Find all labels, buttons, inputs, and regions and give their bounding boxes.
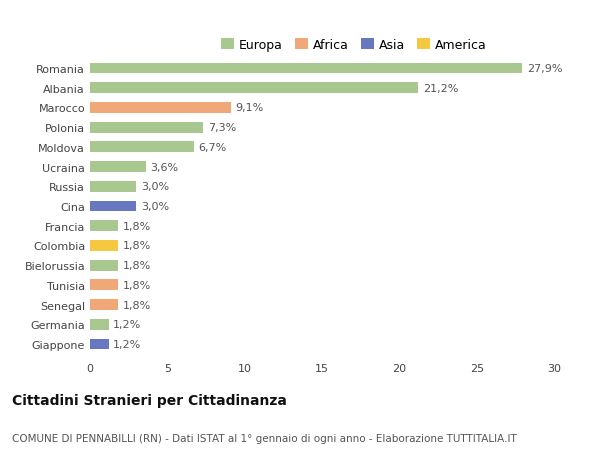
Text: 1,8%: 1,8% — [122, 300, 151, 310]
Bar — [90, 280, 118, 291]
Bar — [90, 300, 118, 310]
Bar — [90, 103, 231, 113]
Bar — [90, 339, 109, 350]
Text: COMUNE DI PENNABILLI (RN) - Dati ISTAT al 1° gennaio di ogni anno - Elaborazione: COMUNE DI PENNABILLI (RN) - Dati ISTAT a… — [12, 433, 517, 442]
Bar — [90, 123, 203, 133]
Text: 1,8%: 1,8% — [122, 280, 151, 290]
Bar — [90, 221, 118, 232]
Text: 6,7%: 6,7% — [199, 143, 227, 152]
Text: 1,2%: 1,2% — [113, 319, 142, 330]
Bar — [90, 260, 118, 271]
Text: 1,2%: 1,2% — [113, 339, 142, 349]
Text: 21,2%: 21,2% — [423, 84, 458, 94]
Bar — [90, 241, 118, 251]
Text: 1,8%: 1,8% — [122, 241, 151, 251]
Bar — [90, 201, 136, 212]
Bar — [90, 142, 194, 153]
Legend: Europa, Africa, Asia, America: Europa, Africa, Asia, America — [217, 34, 491, 57]
Text: 1,8%: 1,8% — [122, 261, 151, 270]
Text: 3,0%: 3,0% — [141, 202, 169, 212]
Bar — [90, 162, 146, 173]
Text: 9,1%: 9,1% — [236, 103, 264, 113]
Text: Cittadini Stranieri per Cittadinanza: Cittadini Stranieri per Cittadinanza — [12, 393, 287, 407]
Text: 3,6%: 3,6% — [151, 162, 179, 172]
Text: 3,0%: 3,0% — [141, 182, 169, 192]
Bar — [90, 319, 109, 330]
Bar — [90, 181, 136, 192]
Bar — [90, 63, 522, 74]
Text: 1,8%: 1,8% — [122, 221, 151, 231]
Text: 7,3%: 7,3% — [208, 123, 236, 133]
Text: 27,9%: 27,9% — [527, 64, 562, 74]
Bar — [90, 83, 418, 94]
